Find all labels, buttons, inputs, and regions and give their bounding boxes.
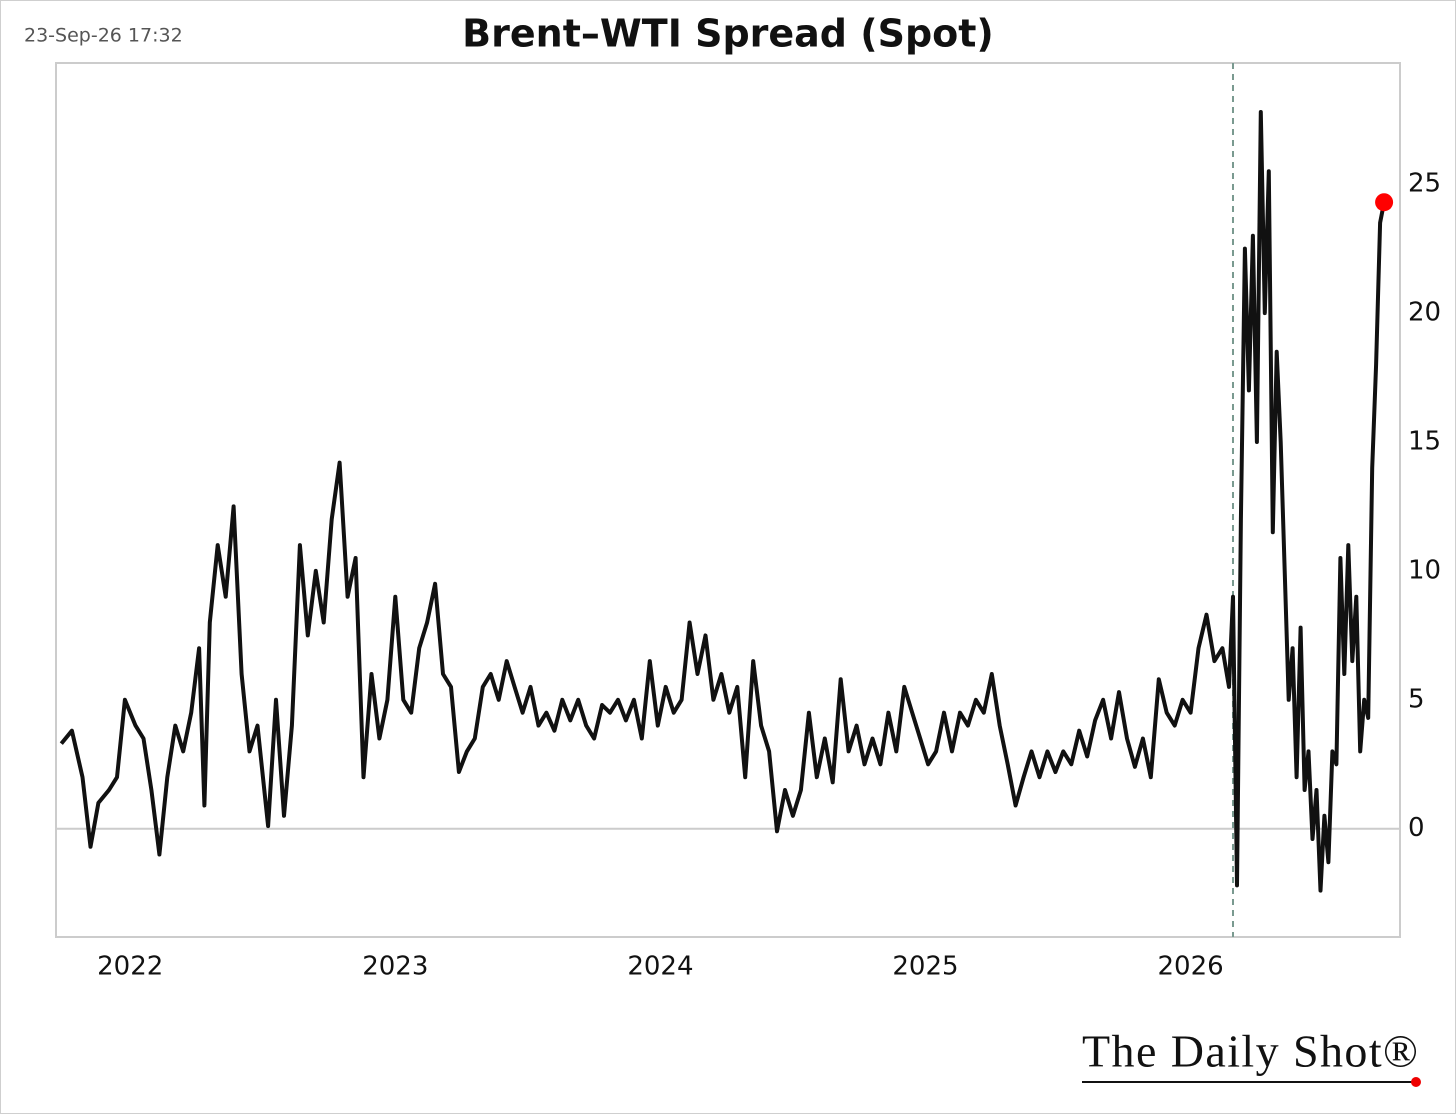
x-tick-label: 2025 [892, 952, 958, 982]
y-tick-label: 20 [1408, 298, 1441, 328]
y-tick-label: 10 [1408, 555, 1441, 585]
y-tick-label: 15 [1408, 426, 1441, 456]
y-tick-label: 5 [1408, 684, 1425, 714]
logo: The Daily Shot® [1082, 1026, 1418, 1077]
x-tick-label: 2024 [627, 952, 693, 982]
x-tick-label: 2023 [362, 952, 428, 982]
y-tick-label: 0 [1408, 813, 1425, 843]
x-tick-label: 2026 [1157, 952, 1223, 982]
spread-line [59, 110, 1387, 893]
last-point [1375, 193, 1394, 212]
y-tick-label: 25 [1408, 169, 1441, 199]
logo-dot [1411, 1077, 1421, 1087]
chart-title: Brent–WTI Spread (Spot) [462, 12, 994, 56]
plot-frame [55, 62, 1401, 938]
x-tick-label: 2022 [97, 952, 163, 982]
timestamp: 23-Sep-26 17:32 [24, 25, 183, 47]
